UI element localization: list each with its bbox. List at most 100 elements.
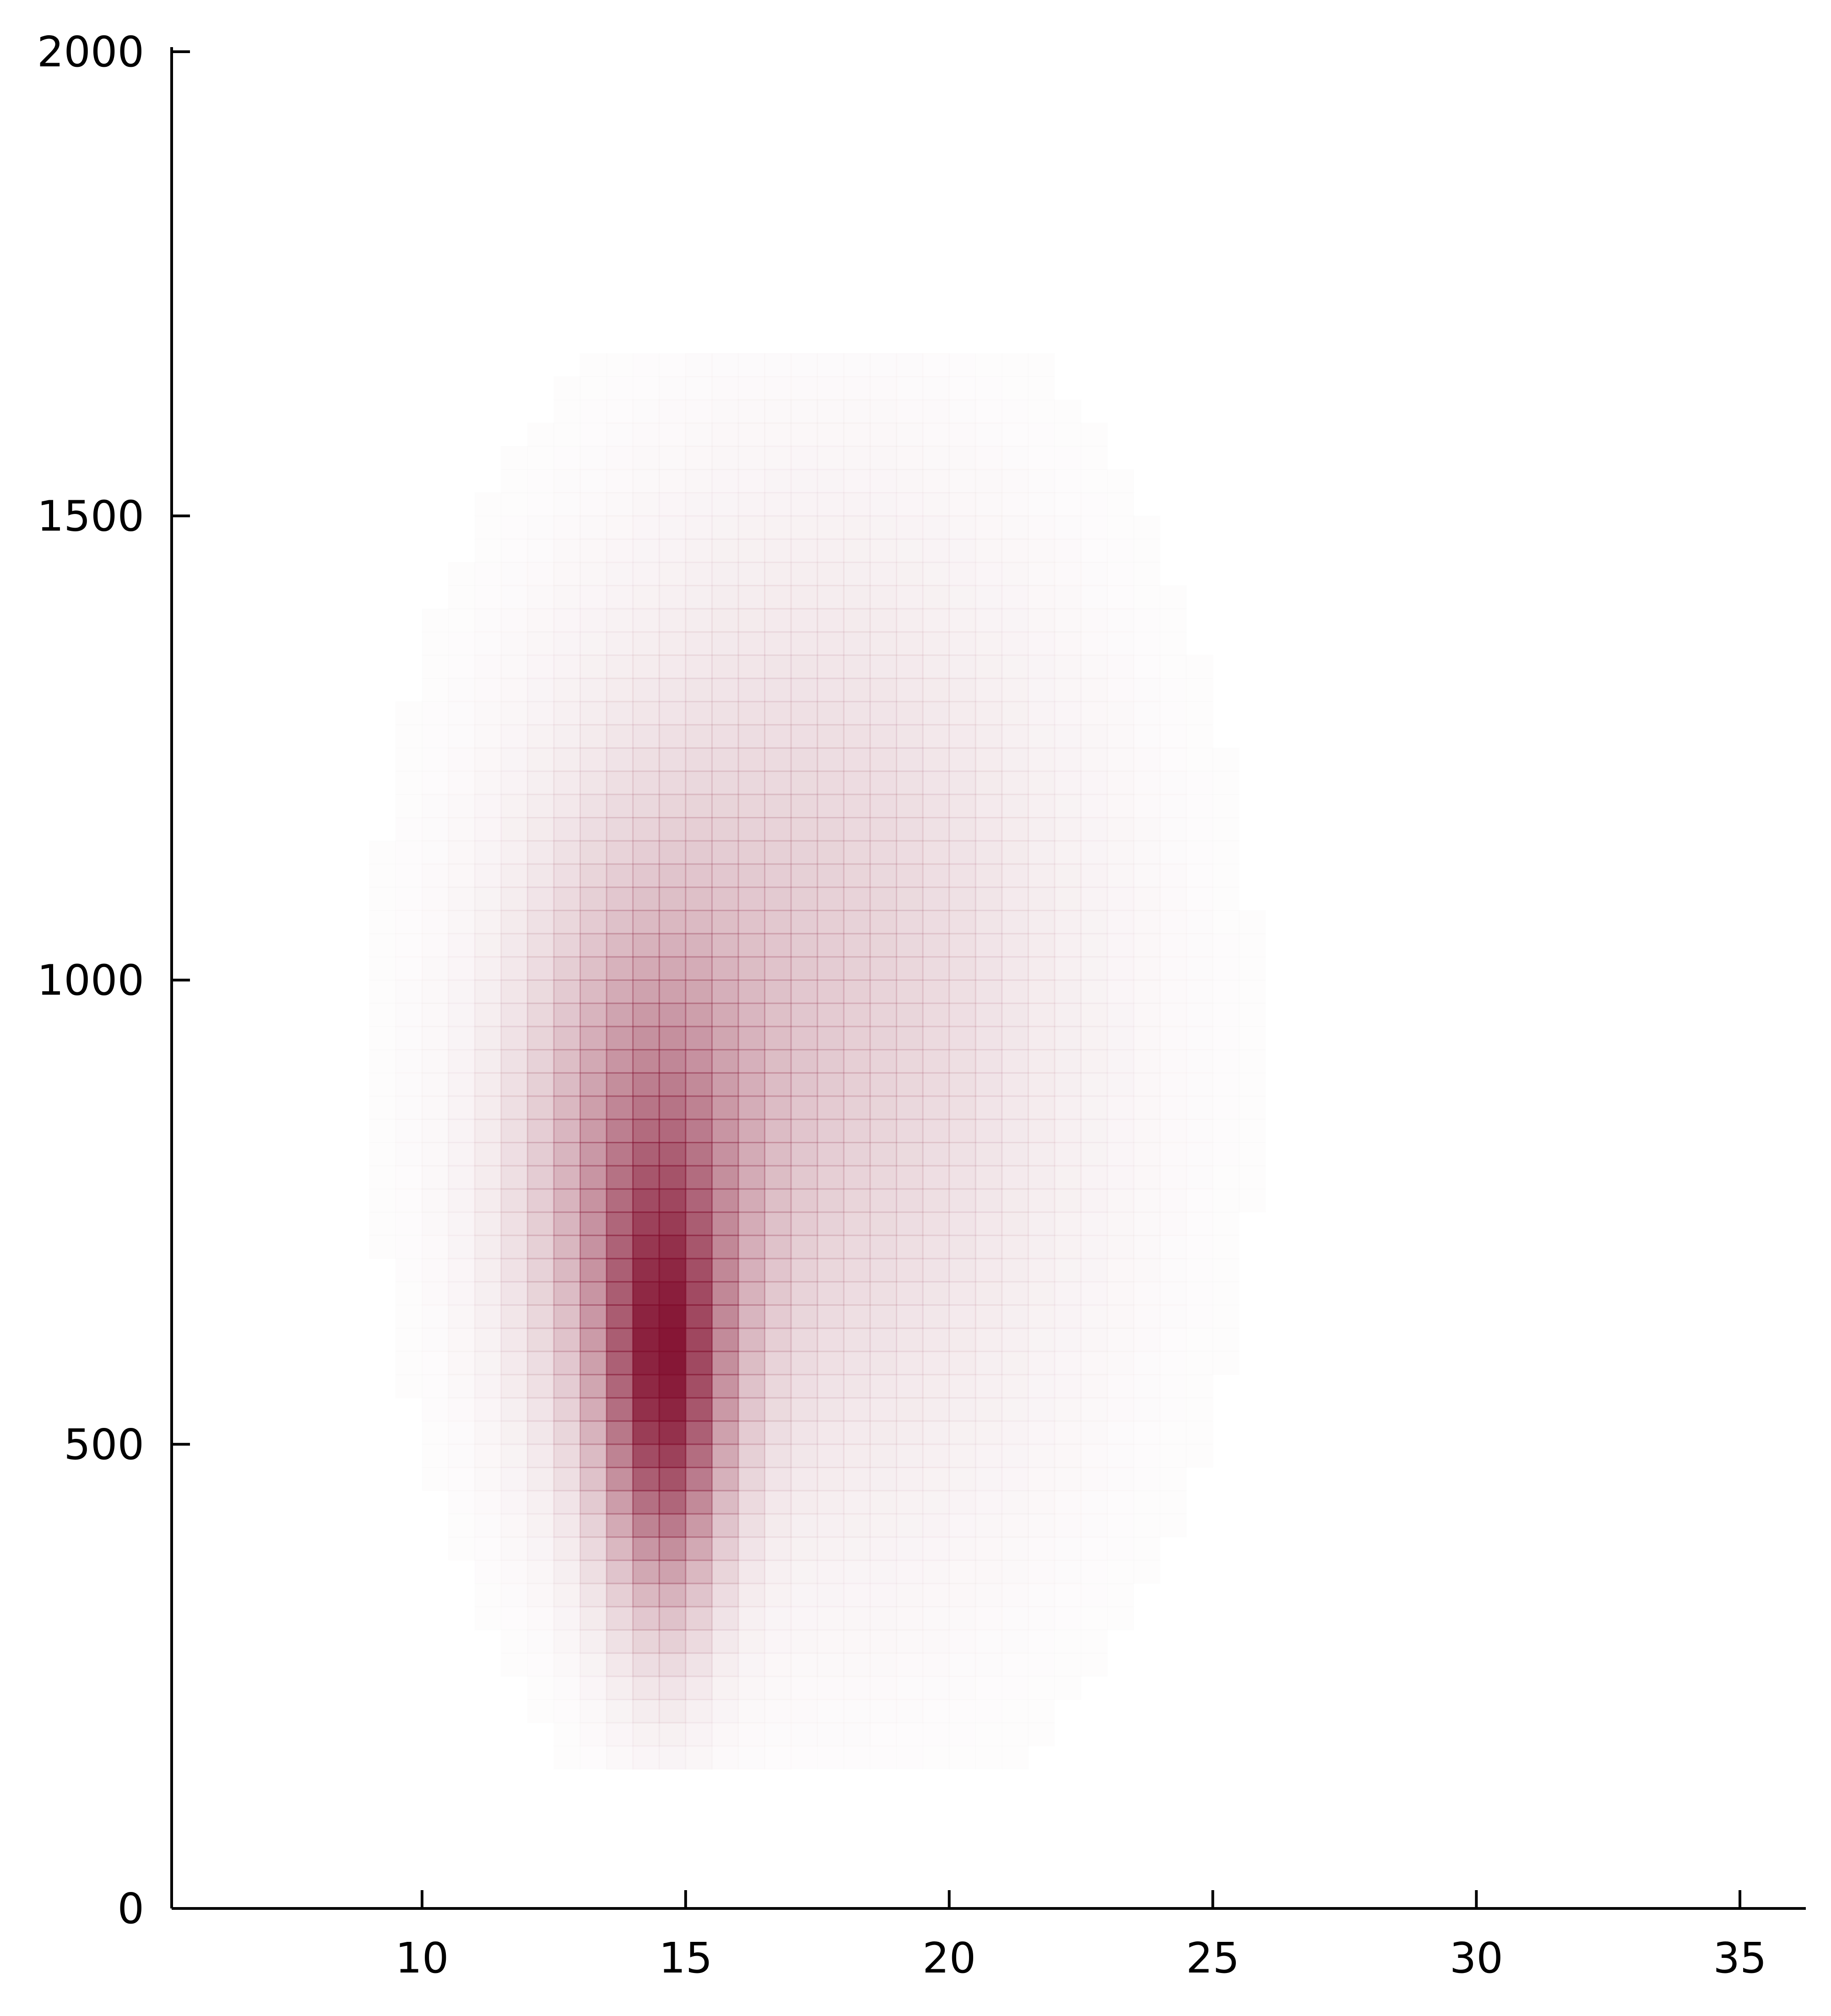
heatmap-cell	[923, 400, 949, 423]
heatmap-cell	[658, 1490, 687, 1515]
heatmap-cell	[1081, 1491, 1108, 1514]
heatmap-cell	[580, 770, 607, 795]
heatmap-cell	[1134, 725, 1160, 748]
heatmap-cell	[1081, 470, 1108, 493]
heatmap-cell	[738, 1606, 765, 1630]
heatmap-cell	[764, 1606, 791, 1630]
heatmap-cell	[449, 1514, 475, 1537]
heatmap-cell	[1081, 1607, 1108, 1630]
heatmap-cell	[895, 1095, 924, 1120]
heatmap-cell	[895, 886, 924, 911]
heatmap-cell	[975, 1676, 1002, 1700]
heatmap-cell	[870, 1700, 897, 1723]
heatmap-cell	[1081, 702, 1108, 725]
heatmap-cell	[711, 863, 739, 888]
heatmap-cell	[1160, 1166, 1186, 1189]
heatmap-cell	[738, 1584, 765, 1607]
heatmap-cell	[632, 794, 660, 819]
heatmap-cell	[975, 1630, 1002, 1653]
heatmap-cell	[685, 609, 712, 632]
heatmap-cell	[843, 1234, 871, 1259]
heatmap-cell	[686, 470, 712, 493]
heatmap-cell	[527, 1676, 554, 1700]
heatmap-cell	[422, 771, 449, 795]
heatmap-cell	[711, 1188, 739, 1213]
heatmap-cell	[606, 817, 634, 842]
heatmap-cell	[449, 1537, 475, 1561]
heatmap-cell	[870, 585, 897, 609]
heatmap-cell	[658, 863, 687, 888]
heatmap-cell	[843, 956, 871, 981]
heatmap-cell	[554, 1700, 580, 1723]
heatmap-cell	[658, 1583, 687, 1608]
heatmap-cell	[1107, 632, 1134, 655]
heatmap-cell	[395, 957, 422, 980]
heatmap-cell	[1028, 562, 1055, 586]
heatmap-cell	[1134, 1027, 1160, 1050]
heatmap-cell	[395, 702, 422, 725]
heatmap-cell	[1160, 1212, 1186, 1236]
heatmap-cell	[844, 1746, 870, 1769]
heatmap-cell	[738, 423, 765, 446]
heatmap-cell	[449, 1491, 475, 1514]
heatmap-cell	[607, 585, 633, 609]
heatmap-cell	[686, 446, 712, 470]
heatmap-cell	[527, 493, 554, 516]
heatmap-cell	[1107, 934, 1134, 957]
heatmap-cell	[1107, 1212, 1134, 1236]
heatmap-cell	[764, 724, 792, 749]
heatmap-cell	[448, 1049, 475, 1073]
heatmap-cell	[1028, 1049, 1055, 1073]
heatmap-cell	[1107, 841, 1134, 864]
heatmap-cell	[1054, 934, 1081, 957]
heatmap-cell	[975, 678, 1002, 702]
heatmap-cell	[501, 655, 528, 679]
heatmap-cell	[1107, 1142, 1134, 1166]
heatmap-cell	[711, 1443, 739, 1468]
y-tick-label: 500	[64, 1420, 144, 1469]
heatmap-cell	[580, 1234, 607, 1259]
heatmap-cell	[975, 1700, 1002, 1723]
heatmap-cell	[658, 1327, 687, 1352]
heatmap-cell	[1028, 1166, 1055, 1189]
heatmap-cell	[895, 1304, 924, 1329]
heatmap-cell	[711, 654, 739, 679]
heatmap-cell	[1107, 609, 1134, 632]
heatmap-cell	[1107, 1096, 1134, 1119]
heatmap-cell	[1081, 1096, 1108, 1119]
heatmap-cell	[1134, 1259, 1160, 1282]
heatmap-cell	[686, 400, 712, 423]
heatmap-cell	[1107, 470, 1134, 493]
heatmap-cell	[1028, 1491, 1055, 1514]
heatmap-cell	[658, 1258, 687, 1283]
heatmap-cell	[475, 1421, 501, 1444]
heatmap-cell	[1002, 377, 1029, 400]
heatmap-cell	[1213, 1235, 1239, 1259]
heatmap-cell	[737, 1466, 766, 1492]
heatmap-cell	[895, 1002, 924, 1027]
heatmap-cell	[711, 956, 739, 981]
heatmap-cell	[1134, 771, 1160, 795]
heatmap-cell	[844, 1723, 870, 1746]
heatmap-cell	[1134, 1351, 1160, 1375]
heatmap-cell	[1002, 353, 1029, 377]
heatmap-cell	[870, 1374, 897, 1398]
heatmap-cell	[817, 1258, 845, 1283]
heatmap-cell	[764, 1281, 792, 1306]
heatmap-cell	[1134, 864, 1160, 887]
heatmap-cell	[975, 655, 1002, 679]
heatmap-cell	[527, 1700, 554, 1723]
heatmap-cell	[658, 1513, 687, 1538]
heatmap-cell	[633, 353, 660, 377]
heatmap-cell	[817, 1165, 845, 1190]
heatmap-cell	[1213, 1212, 1239, 1236]
heatmap-cell	[737, 770, 766, 795]
heatmap-cell	[975, 701, 1002, 725]
heatmap-cell	[580, 1630, 607, 1654]
heatmap-cell	[844, 1467, 870, 1491]
heatmap-cell	[975, 1119, 1003, 1143]
heatmap-cell	[975, 1560, 1002, 1584]
heatmap-cell	[448, 1142, 475, 1166]
heatmap-cell	[949, 493, 976, 516]
heatmap-cell	[1239, 1073, 1266, 1096]
